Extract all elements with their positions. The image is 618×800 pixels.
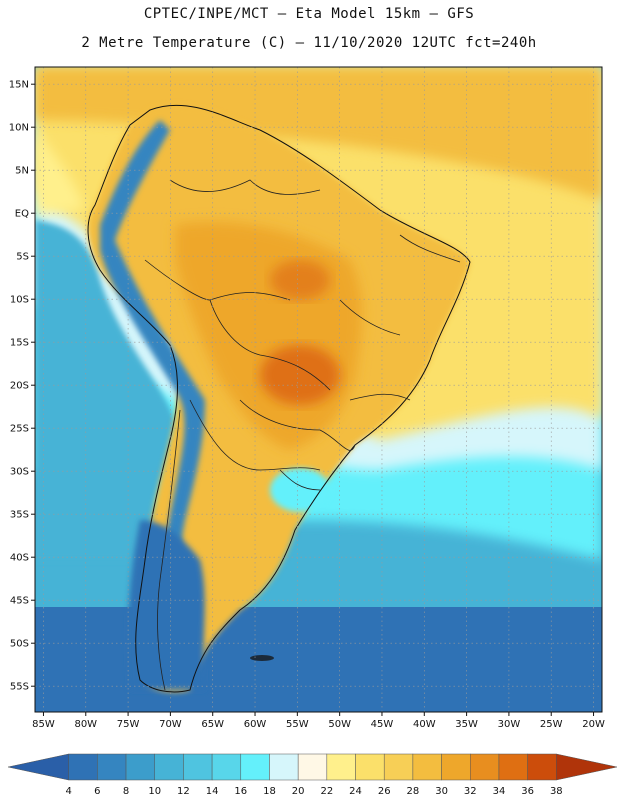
- colorbar-label: 30: [435, 786, 448, 797]
- map-frame: [34, 66, 603, 713]
- andes-region: [100, 120, 205, 640]
- lat-label: 10N: [9, 123, 29, 134]
- colorbar-swatch: [97, 753, 127, 781]
- border-paraguay: [239, 399, 356, 451]
- colorbar-swatch: [383, 753, 414, 781]
- colorbar-label: 8: [123, 786, 129, 797]
- border-state-se: [349, 393, 411, 401]
- colorbar-swatch: [527, 753, 557, 781]
- pacific-humboldt-region: [35, 220, 175, 560]
- colorbar-label: 16: [234, 786, 247, 797]
- lon-label: 25W: [540, 719, 563, 730]
- colorbar: [7, 753, 618, 781]
- uruguay-cool-patch: [270, 468, 330, 512]
- colorbar-label: 14: [206, 786, 219, 797]
- colorbar-swatch: [556, 753, 618, 781]
- colorbar-swatch: [412, 753, 442, 781]
- colorbar-swatch: [68, 753, 98, 781]
- colorbar-swatch: [183, 753, 213, 781]
- map-title-line-1: CPTEC/INPE/MCT – Eta Model 15km – GFS: [143, 6, 475, 22]
- latitude-labels: 15N 10N 5N EQ 5S 10S 15S 20S 25S 30S 35S 40S 45S 50S 5…: [9, 80, 35, 693]
- hotspot-region: [260, 345, 340, 405]
- lat-label: 25S: [10, 424, 29, 435]
- map-title-line-2: 2 Metre Temperature (C) – 11/10/2020 12U…: [81, 35, 537, 51]
- colorbar-swatch: [441, 753, 471, 781]
- country-borders: [144, 179, 461, 691]
- lat-label: 35S: [10, 510, 29, 521]
- lat-label: 15S: [10, 338, 29, 349]
- lon-label: 40W: [413, 719, 436, 730]
- lon-label: 65W: [201, 719, 224, 730]
- colorbar-label: 34: [493, 786, 506, 797]
- lon-label: 80W: [74, 719, 97, 730]
- colorbar-label: 38: [550, 786, 563, 797]
- lat-label: 5N: [15, 166, 29, 177]
- lat-label: 15N: [9, 80, 29, 91]
- lat-label: EQ: [15, 209, 29, 220]
- colorbar-swatch: [154, 753, 184, 781]
- lat-label: 45S: [10, 596, 29, 607]
- lon-label: 20W: [582, 719, 605, 730]
- colorbar-label: 28: [407, 786, 420, 797]
- lat-label: 20S: [10, 381, 29, 392]
- lat-label: 5S: [16, 252, 29, 263]
- lon-label: 70W: [159, 719, 182, 730]
- hotspot-north: [270, 260, 330, 300]
- colorbar-label: 26: [378, 786, 391, 797]
- lat-label: 40S: [10, 553, 29, 564]
- border-uruguay: [279, 469, 321, 491]
- border-north: [169, 179, 321, 195]
- lat-label: 30S: [10, 467, 29, 478]
- colorbar-label: 36: [521, 786, 534, 797]
- colorbar-swatch: [240, 753, 270, 781]
- pacific-tropical-region: [35, 130, 85, 215]
- colorbar-labels: 4 6 8 10 12 14 16 18 20 22 24 26 28 30 32 34 36 38: [65, 786, 562, 797]
- colorbar-swatch: [326, 753, 356, 781]
- lon-label: 35W: [455, 719, 478, 730]
- longitude-labels: 85W 80W 75W 70W 65W 60W 55W 50W 45W 40W 35W 30W 25W 2…: [32, 712, 605, 730]
- lon-label: 50W: [328, 719, 351, 730]
- colorbar-swatch: [297, 753, 328, 781]
- border-state-ne: [399, 234, 461, 263]
- border-argentina: [189, 399, 321, 471]
- falkland-islands: [250, 655, 274, 661]
- coastline: [87, 104, 471, 693]
- lon-label: 45W: [371, 719, 394, 730]
- colorbar-swatch: [211, 753, 242, 781]
- lon-label: 30W: [498, 719, 521, 730]
- colorbar-swatch: [125, 753, 155, 781]
- border-state-c: [339, 299, 401, 336]
- border-bolivia: [209, 299, 331, 391]
- colorbar-label: 6: [94, 786, 100, 797]
- lat-label: 10S: [10, 295, 29, 306]
- lon-label: 60W: [244, 719, 267, 730]
- lon-label: 55W: [286, 719, 309, 730]
- grid-lines: [35, 67, 602, 712]
- colorbar-label: 20: [292, 786, 305, 797]
- colorbar-swatch: [7, 753, 69, 781]
- colorbar-label: 24: [349, 786, 362, 797]
- colorbar-label: 4: [65, 786, 71, 797]
- lon-label: 85W: [32, 719, 55, 730]
- colorbar-label: 22: [320, 786, 333, 797]
- patagonia-region: [127, 520, 205, 690]
- colorbar-swatch: [355, 753, 385, 781]
- colorbar-label: 18: [263, 786, 276, 797]
- lat-label: 50S: [10, 639, 29, 650]
- border-chile-argentina: [157, 409, 181, 691]
- map-field: [35, 67, 602, 712]
- caribbean-region: [35, 67, 602, 200]
- colorbar-swatch: [498, 753, 528, 781]
- colorbar-label: 10: [148, 786, 161, 797]
- colorbar-label: 12: [177, 786, 190, 797]
- colorbar-swatch: [470, 753, 500, 781]
- lon-label: 75W: [117, 719, 140, 730]
- lat-label: 55S: [10, 682, 29, 693]
- colorbar-label: 32: [464, 786, 477, 797]
- colorbar-swatch: [269, 753, 299, 781]
